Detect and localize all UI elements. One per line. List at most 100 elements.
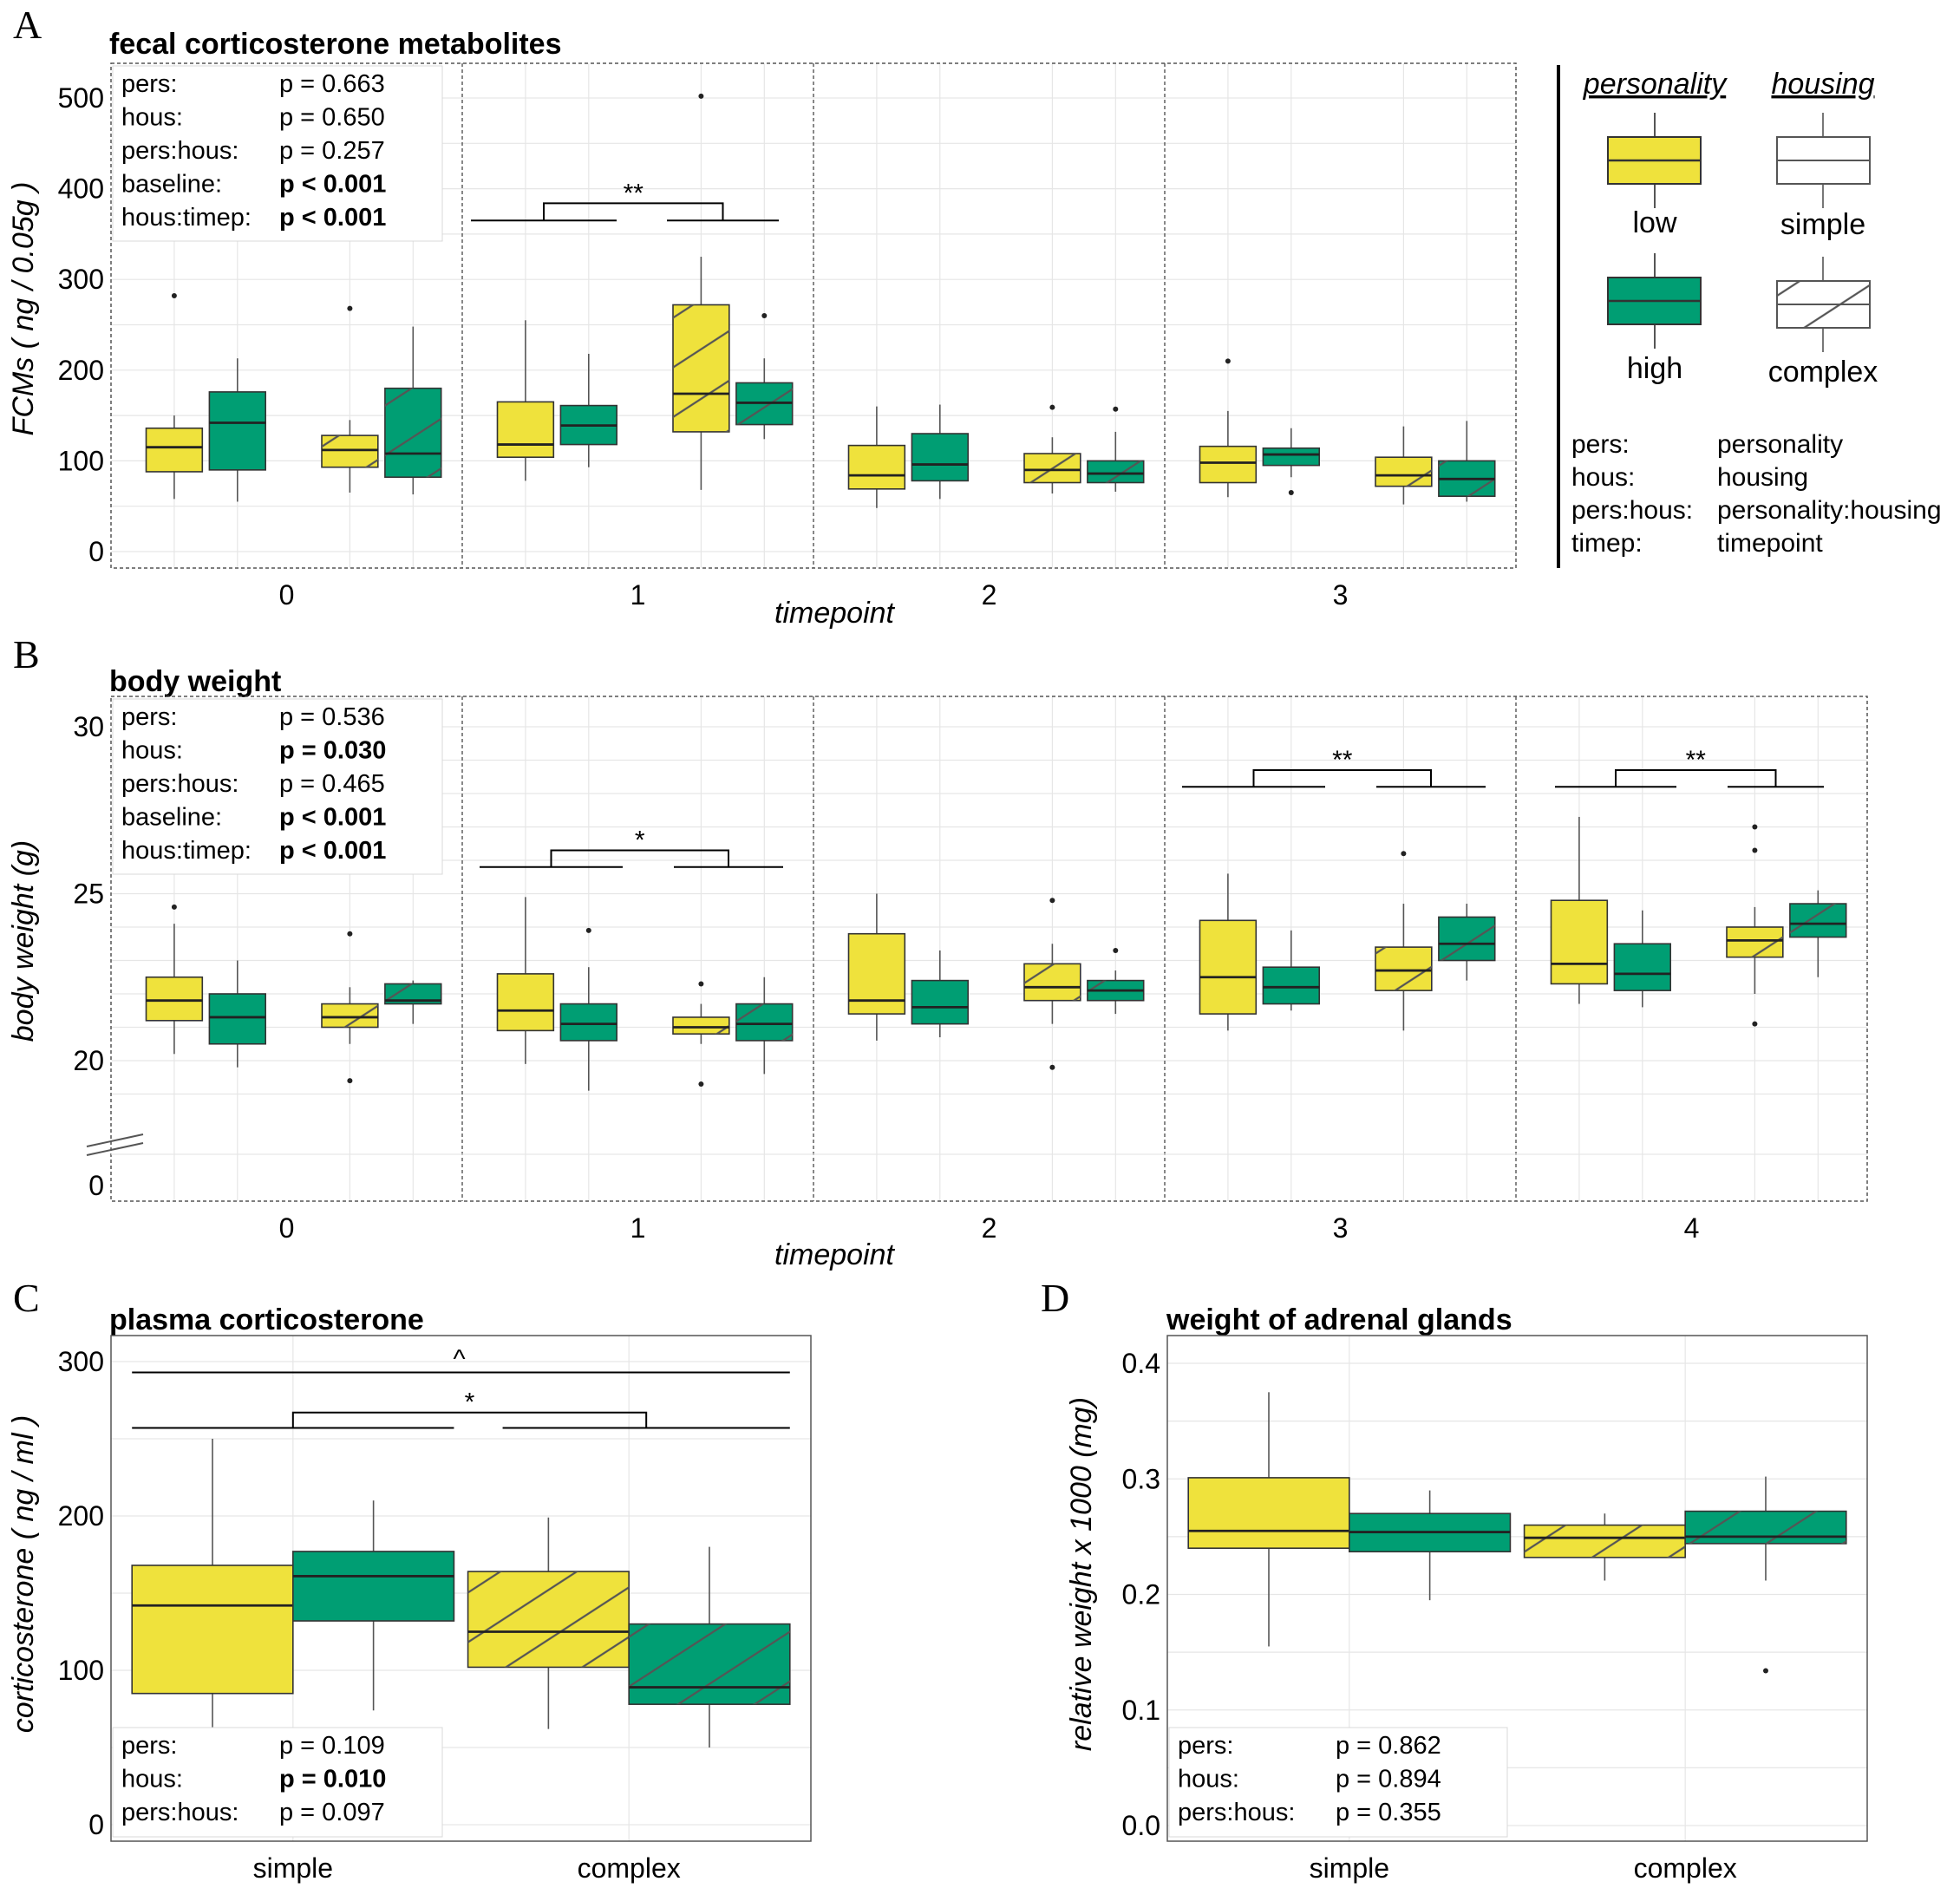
panel-b-y-axis-label: body weight (g)	[7, 840, 40, 1042]
panel-a-box-t2-high-complex-outlier-1	[1113, 406, 1119, 412]
panel-d-y-tick-2: 0.2	[1122, 1579, 1160, 1610]
panel-a-box-t1-high-complex-outlier-1	[761, 313, 768, 319]
panel-b-box-t2-low-complex	[1023, 898, 1081, 1070]
legend-high-label: high	[1627, 352, 1682, 385]
legend-abbr-key-1: pers:	[1571, 430, 1630, 459]
panel-a-box-t1-low-complex-hatch	[673, 304, 729, 432]
panel-c-significance-inner-connector	[291, 1411, 648, 1428]
panel-b-box-t1-low-complex-hatch	[673, 1016, 729, 1035]
panel-b-axis-break-line-2	[86, 1142, 144, 1156]
panel-d-box-low-simple-box	[1187, 1477, 1350, 1549]
panel-d-stat-term-3: pers:hous:	[1178, 1799, 1295, 1826]
panel-b-box-t1-low-complex-outlier-2	[698, 1081, 704, 1087]
panel-a-box-t3-high-simple-outlier-1	[1288, 490, 1294, 496]
panel-a-box-t0-low-complex	[321, 305, 379, 493]
panel-d-x-tick-complex: complex	[1634, 1852, 1737, 1884]
panel-letter-d: D	[1041, 1276, 1069, 1320]
legend-abbr-value-2: housing	[1717, 463, 1808, 492]
panel-d-stat-p-3: p = 0.355	[1336, 1799, 1441, 1826]
panel-c-y-tick-2: 200	[58, 1500, 104, 1532]
panel-a-box-t0-high-complex	[384, 326, 442, 495]
panel-a-box-t0-low-simple-box	[145, 427, 204, 473]
panel-b-box-t0-low-complex-hatch	[322, 1003, 378, 1028]
panel-a-stat-p-2: p = 0.650	[279, 104, 385, 132]
panel-d-box-low-complex	[1523, 1513, 1686, 1581]
panel-a-y-tick-200: 200	[58, 355, 104, 386]
panel-b-box-t2-low-simple-box	[847, 932, 906, 1015]
legend-abbr-key-4: timep:	[1571, 529, 1643, 558]
panel-b-panel-border	[110, 696, 1868, 1202]
panel-b-box-t0-low-simple-outlier-1	[171, 904, 177, 910]
panel-b-stats-box	[112, 698, 443, 875]
legend-abbr-key-3: pers:hous:	[1571, 496, 1693, 525]
panel-a-box-t1-high-simple	[559, 353, 618, 467]
panel-c-stat-term-1: pers:	[121, 1732, 177, 1760]
panel-b-box-t4-high-complex	[1789, 890, 1847, 977]
legend-key-complex	[1776, 257, 1871, 352]
panel-c-box-high-simple-box	[292, 1551, 455, 1622]
panel-c-panel-border	[110, 1335, 812, 1842]
panel-b-box-t0-high-complex	[384, 980, 442, 1024]
panel-a-box-t3-low-simple-outlier-1	[1225, 358, 1231, 364]
panel-a-box-t1-low-complex-outlier-1	[698, 93, 704, 99]
panel-a-stat-term-1: pers:	[121, 70, 177, 98]
legend-housing-title: housing	[1771, 68, 1874, 101]
panel-d-stat-term-2: hous:	[1178, 1766, 1239, 1793]
panel-b-box-t4-low-complex-hatch	[1727, 927, 1783, 957]
panel-a-stat-term-2: hous:	[121, 104, 183, 132]
legend-key-simple	[1776, 113, 1871, 208]
panel-b-significance-t4-connector	[1615, 769, 1777, 787]
panel-b-box-t1-high-complex	[735, 977, 794, 1075]
panel-a-stat-p-5: p < 0.001	[279, 204, 386, 232]
panel-d-y-tick-1: 0.1	[1122, 1695, 1160, 1726]
panel-b-box-t0-low-simple-box	[145, 976, 204, 1022]
panel-d-stat-p-2: p = 0.894	[1336, 1766, 1441, 1793]
panel-d-stat-term-1: pers:	[1178, 1732, 1233, 1760]
panel-a-significance-t1: **	[471, 179, 779, 222]
panel-b-box-t2-low-complex-hatch	[1024, 964, 1081, 1001]
panel-a-box-t3-low-complex-hatch	[1375, 457, 1432, 487]
panel-b-stat-p-5: p < 0.001	[279, 837, 386, 865]
panel-b-y-tick-break-zero: 0	[88, 1170, 104, 1201]
panel-c-significance-inner-label: *	[465, 1388, 475, 1417]
panel-b-box-t4-high-complex-hatch	[1789, 904, 1846, 937]
panel-b-box-t2-low-complex-outlier-2	[1049, 1064, 1055, 1070]
panel-a-significance-t1-label: **	[624, 179, 644, 207]
panel-d-y-tick-3: 0.3	[1122, 1463, 1160, 1494]
panel-b-box-t2-low-complex-outlier-1	[1049, 898, 1055, 904]
panel-d-box-high-complex	[1684, 1476, 1847, 1674]
panel-b-stat-term-2: hous:	[121, 737, 183, 765]
panel-b-box-t1-low-complex-outlier-1	[698, 981, 704, 987]
panel-a-box-t3-low-simple	[1199, 358, 1258, 498]
panel-c-significance-inner: *	[132, 1388, 790, 1429]
panel-c-box-low-complex-hatch	[467, 1571, 630, 1668]
panel-b-significance-t1-connector	[550, 849, 729, 867]
panel-c-significance-outer: ^	[132, 1345, 790, 1374]
panel-d-adrenal-weight: weight of adrenal glands relative weight…	[1065, 1303, 1868, 1884]
panel-c-stat-p-3: p = 0.097	[279, 1799, 385, 1826]
panel-b-box-t3-high-complex-hatch	[1438, 917, 1495, 961]
panel-a-panel-border	[110, 62, 1517, 569]
panel-c-box-low-simple	[131, 1439, 294, 1733]
panel-a-box-t2-low-simple-box	[847, 444, 906, 490]
panel-c-box-low-simple-box	[131, 1565, 294, 1695]
panel-a-box-t0-low-complex-hatch	[322, 435, 378, 467]
panel-b-box-t0-low-complex-outlier-1	[347, 931, 353, 937]
panel-d-box-high-complex-hatch	[1685, 1511, 1846, 1544]
panel-b-box-t0-low-simple	[145, 904, 204, 1055]
panel-b-box-t3-high-simple-box	[1262, 966, 1321, 1005]
panel-b-box-t3-high-simple	[1262, 930, 1321, 1011]
panel-a-y-tick-400: 400	[58, 173, 104, 205]
panel-b-box-t4-low-complex	[1726, 824, 1784, 1027]
panel-b-box-t0-high-simple	[208, 960, 266, 1068]
panel-d-y-tick-4: 0.4	[1122, 1348, 1160, 1379]
panel-b-y-tick-25: 25	[73, 879, 104, 910]
panel-b-box-t2-high-complex	[1087, 947, 1145, 1015]
panel-letter-a: A	[13, 3, 42, 47]
panel-b-x-tick-1: 1	[630, 1212, 646, 1244]
legend: personality housing low high simple	[1557, 65, 1942, 568]
panel-a-box-t3-low-simple-box	[1199, 445, 1258, 484]
legend-key-high	[1607, 253, 1702, 349]
panel-a-box-t0-high-simple	[208, 358, 266, 502]
panel-c-box-low-complex	[467, 1517, 630, 1729]
